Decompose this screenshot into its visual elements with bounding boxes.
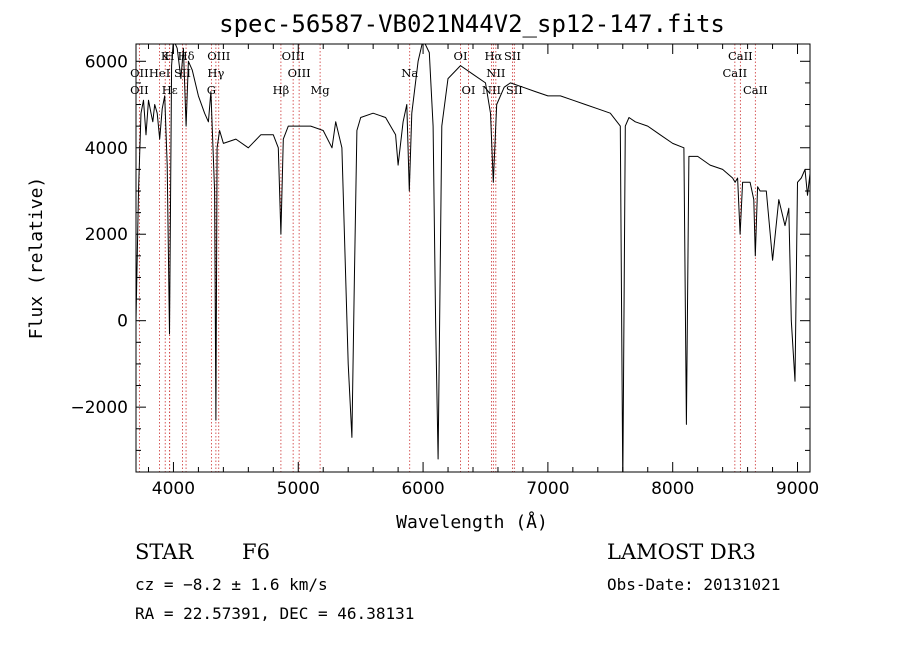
spectral-line-markers <box>138 44 756 472</box>
x-tick-label: 8000 <box>651 479 694 499</box>
plot-frame <box>135 43 811 473</box>
chart-title: spec-56587-VB021N44V2_sp12-147.fits <box>219 10 725 38</box>
spectrum-line <box>136 44 810 472</box>
spectral-line-label: Hα <box>484 49 502 63</box>
x-axis-label: Wavelength (Å) <box>396 511 548 533</box>
x-tick-labels: 4000 5000 6000 7000 8000 9000 <box>152 479 819 499</box>
spectral-line-label: Hγ <box>207 66 224 80</box>
redshift-value: cz = −8.2 ± 1.6 km/s <box>135 575 328 594</box>
spectral-line-label: CaII <box>743 83 768 97</box>
x-tick-label: 6000 <box>401 479 444 499</box>
spectral-line-label: Mg <box>311 83 331 97</box>
x-tick-label: 9000 <box>776 479 819 499</box>
spectral-line-label: Hδ <box>178 49 195 63</box>
spectral-line-label: OI <box>454 49 468 63</box>
survey-name: LAMOST DR3 <box>607 540 756 564</box>
observation-date: Obs-Date: 20131021 <box>607 575 781 594</box>
spectral-line-label: SII <box>506 83 523 97</box>
spectral-line-label: G <box>207 83 216 97</box>
spectral-line-label: Hβ <box>273 83 290 97</box>
object-type: STAR <box>135 540 194 564</box>
spectrum-series <box>136 44 810 472</box>
axis-ticks <box>136 44 810 472</box>
spectral-line-label: OI <box>462 83 476 97</box>
x-tick-label: 5000 <box>277 479 320 499</box>
x-tick-label: 4000 <box>152 479 195 499</box>
y-tick-label: 6000 <box>85 52 128 72</box>
x-tick-label: 7000 <box>526 479 569 499</box>
spectral-line-label: OII <box>130 66 149 80</box>
y-tick-label: 4000 <box>85 139 128 159</box>
y-tick-label: 2000 <box>85 225 128 245</box>
spectral-line-label: NII <box>482 83 501 97</box>
y-tick-label: −2000 <box>70 398 128 418</box>
spectral-line-label: Na <box>401 66 418 80</box>
spectral-line-label: SII <box>504 49 521 63</box>
spectral-line-label: K <box>161 49 170 63</box>
spectral-line-label: OII <box>130 83 149 97</box>
spectral-subclass: F6 <box>242 540 270 564</box>
coordinates: RA = 22.57391, DEC = 46.38131 <box>135 604 415 623</box>
spectral-line-label: SII <box>174 66 191 80</box>
spectral-line-label: CaII <box>722 66 747 80</box>
y-tick-label: 0 <box>117 312 128 332</box>
spectral-line-label: NII <box>486 66 505 80</box>
spectral-line-label: HeI <box>149 66 170 80</box>
spectral-line-label: OIII <box>288 66 311 80</box>
spectral-line-label: CaII <box>728 49 753 63</box>
spectral-line-label: OIII <box>207 49 230 63</box>
y-axis-label: Flux (relative) <box>26 177 47 340</box>
y-tick-labels: −2000 0 2000 4000 6000 <box>70 52 128 418</box>
spectral-line-label: H <box>165 49 175 63</box>
spectral-line-label: Hε <box>162 83 178 97</box>
spectral-line-label: OIII <box>282 49 305 63</box>
